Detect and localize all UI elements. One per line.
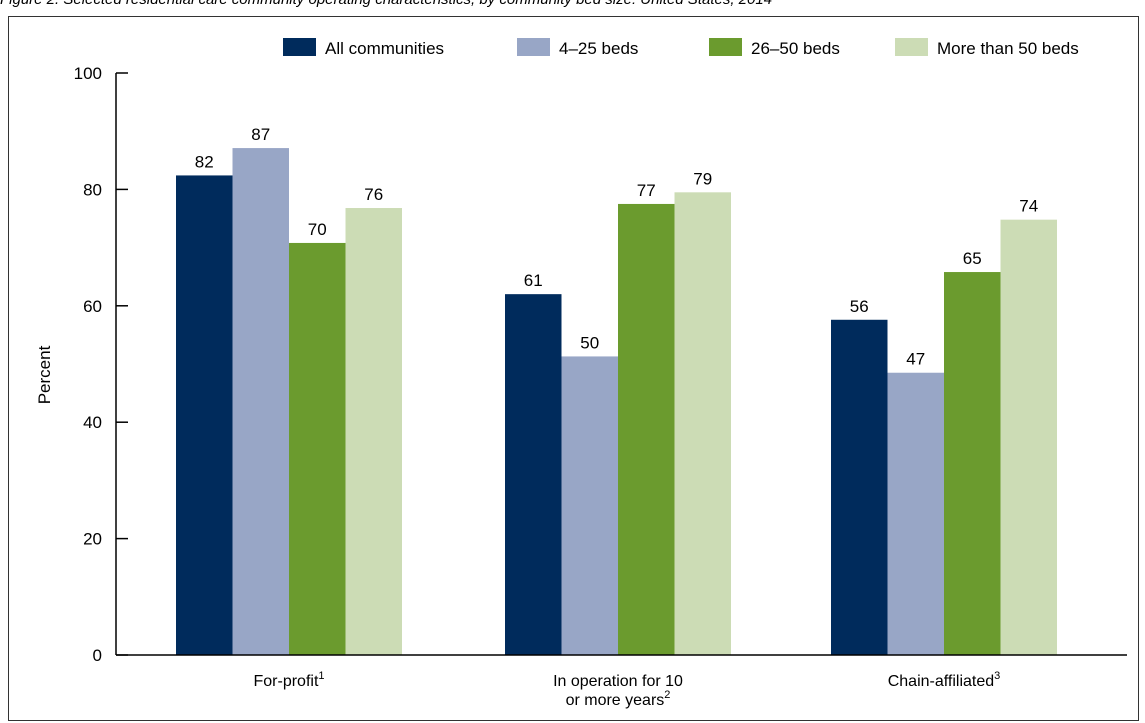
bar — [561, 356, 618, 655]
data-label: 82 — [195, 152, 214, 171]
bar — [674, 192, 731, 655]
bar — [618, 203, 675, 655]
bar — [944, 272, 1001, 655]
bar — [1000, 219, 1057, 655]
bar — [831, 319, 888, 655]
legend-swatch — [709, 38, 742, 56]
y-axis-title: Percent — [35, 345, 54, 404]
data-label: 79 — [693, 169, 712, 188]
x-axis: For-profit1 In operation for 10 or more ye… — [116, 654, 1127, 709]
bar — [505, 294, 562, 655]
y-axis: 0 20 40 60 80 100 — [74, 64, 128, 665]
legend-swatch — [517, 38, 550, 56]
bar — [887, 372, 944, 655]
category-label: For-profit1 — [253, 670, 324, 690]
data-label: 56 — [850, 297, 869, 316]
data-label: 50 — [580, 333, 599, 352]
data-label: 87 — [251, 125, 270, 144]
legend-swatch — [283, 38, 316, 56]
bar — [232, 148, 289, 655]
y-tick-label: 40 — [83, 413, 102, 432]
y-tick-label: 0 — [93, 646, 102, 665]
legend-label: 26–50 beds — [751, 39, 840, 58]
legend-label: All communities — [325, 39, 444, 58]
bars: 82 87 70 76 61 50 77 79 56 47 65 74 — [176, 125, 1057, 656]
legend: All communities 4–25 beds 26–50 beds More t… — [283, 38, 1079, 58]
bar — [176, 175, 233, 655]
category-label: Chain-affiliated3 — [888, 670, 1001, 690]
y-tick-label: 20 — [83, 530, 102, 549]
data-label: 76 — [364, 185, 383, 204]
bar — [345, 208, 402, 656]
category-label: In operation for 10 or more years2 — [553, 673, 683, 709]
data-label: 47 — [906, 350, 925, 369]
chart-frame — [8, 16, 1139, 721]
legend-label: 4–25 beds — [559, 39, 638, 58]
legend-label: More than 50 beds — [937, 39, 1079, 58]
y-tick-label: 80 — [83, 180, 102, 199]
data-label: 74 — [1019, 197, 1038, 216]
y-tick-label: 60 — [83, 297, 102, 316]
bar — [289, 242, 346, 655]
data-label: 70 — [308, 220, 327, 239]
data-label: 65 — [963, 249, 982, 268]
data-label: 61 — [524, 271, 543, 290]
data-label: 77 — [637, 181, 656, 200]
figure-caption: Figure 2. Selected residential care comm… — [0, 0, 1145, 8]
y-tick-label: 100 — [74, 64, 102, 83]
legend-swatch — [895, 38, 928, 56]
